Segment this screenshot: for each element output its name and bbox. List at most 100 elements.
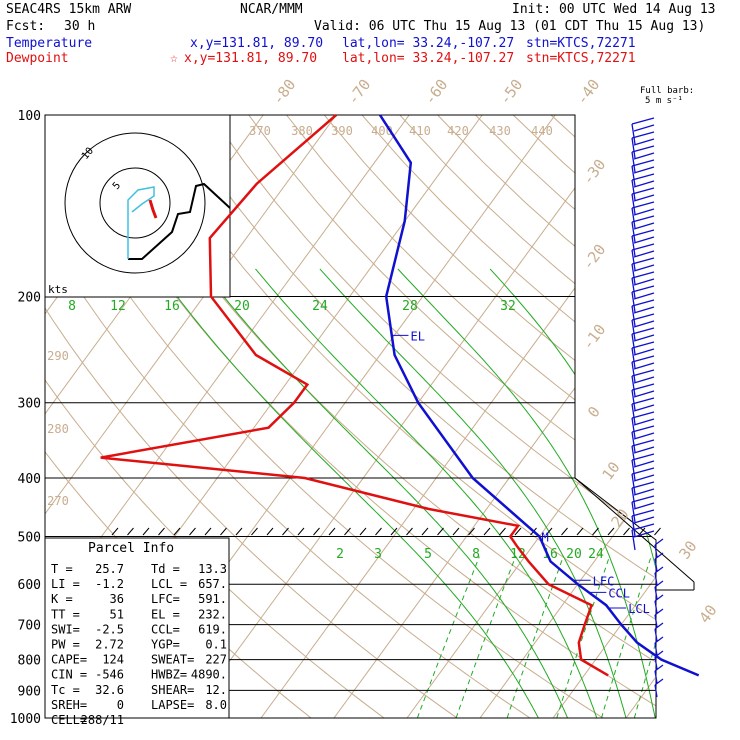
moist-adiabat — [201, 268, 569, 718]
parcel-param-value: 51 — [110, 607, 124, 621]
isotherm-line — [552, 115, 656, 718]
wind-barb-flag — [633, 194, 655, 202]
wind-barb-flag — [654, 608, 664, 616]
parcel-info-box — [44, 537, 230, 719]
dry-adiabat — [512, 115, 656, 718]
isotherm-label: 10 — [598, 458, 623, 483]
dry-adiabat — [134, 115, 656, 718]
hatch-mark — [452, 527, 460, 536]
wind-barb-shaft — [631, 193, 636, 215]
wind-barb-flag — [633, 306, 655, 314]
wind-barb-shaft — [631, 515, 636, 537]
mixing-ratio-label: 2 — [336, 547, 344, 562]
theta-label: 430 — [489, 124, 511, 138]
hatch-mark — [266, 527, 274, 536]
isotherm-label: -50 — [496, 76, 527, 108]
valid-time: Valid: 06 UTC Thu 15 Aug 13 (01 CDT Thu … — [314, 19, 706, 34]
hatch-mark — [561, 527, 568, 536]
kts-label: kts — [48, 283, 68, 296]
isotherm-line — [406, 115, 656, 718]
dry-adiabat — [45, 115, 531, 718]
hatch-mark — [282, 527, 289, 536]
wind-barb-flag — [631, 341, 655, 349]
hatch-mark — [173, 527, 181, 536]
pressure-tick-label: 300 — [18, 397, 41, 412]
level-label-ccl: CCL — [608, 586, 630, 600]
wind-barb-flag — [633, 138, 655, 146]
pressure-tick-label: 400 — [18, 472, 41, 487]
isotherm-label: -20 — [579, 241, 610, 273]
hatch-mark — [251, 527, 258, 536]
mixing-ratio-line — [455, 556, 516, 718]
wind-barb-shaft — [631, 277, 636, 299]
parcel-param-value: 32.6 — [95, 683, 124, 697]
wind-barb-flag — [631, 327, 655, 335]
pressure-tick-label: 900 — [18, 684, 41, 699]
wind-barb-flag — [654, 594, 664, 602]
level-label-lcl: LCL — [628, 602, 650, 616]
wind-barb-flag — [631, 523, 655, 531]
wind-barb-flag — [633, 152, 655, 160]
parcel-param-name: LAPSE= — [151, 698, 194, 712]
wind-barb-flag — [633, 124, 655, 132]
hatch-mark — [437, 527, 444, 536]
dry-adiabat — [45, 115, 458, 718]
wind-barb-flag — [631, 229, 655, 237]
wind-barb-flag — [631, 369, 655, 377]
wind-barb-shaft — [631, 165, 636, 187]
parcel-param-value: 591. — [198, 592, 227, 606]
hatch-mark — [468, 527, 475, 536]
parcel-param-name: Td = — [151, 562, 180, 576]
wind-barb-shaft — [631, 305, 636, 327]
dry-adiabat — [45, 115, 604, 718]
dew-latlon: lat,lon= 33.24,-107.27 — [342, 51, 515, 66]
barb-note-line1: Full barb: — [640, 86, 695, 96]
isotherm-line — [699, 115, 740, 718]
pressure-tick-label: 800 — [18, 654, 41, 669]
hodograph-ring-label: 5 — [111, 180, 123, 192]
isotherm-label: -30 — [579, 156, 610, 188]
wind-barb-flag — [654, 552, 664, 560]
wind-barb-flag — [633, 432, 655, 440]
parcel-param-name: CIN = — [51, 668, 87, 682]
dry-adiabat — [664, 115, 740, 718]
isotherm-label: -70 — [344, 76, 375, 108]
theta-label: 420 — [447, 124, 469, 138]
wind-barb-shaft — [631, 179, 636, 201]
wind-barb-flag — [631, 187, 655, 195]
wind-barb-flag — [633, 516, 655, 524]
wind-barb-shaft — [631, 123, 636, 145]
parcel-param-name: Tc = — [51, 683, 80, 697]
wind-barb-flag — [631, 271, 655, 279]
wind-barb-flag — [633, 208, 655, 216]
isotherm-line — [45, 115, 337, 718]
model-title: SEAC4RS 15km ARW — [6, 2, 132, 17]
barb-note-line2: 5 m s⁻¹ — [645, 96, 683, 106]
mixing-ratio-label: 3 — [374, 547, 382, 562]
moist-adiabat-label: 24 — [312, 299, 328, 314]
parcel-param-value: 13.3 — [198, 562, 227, 576]
wind-barb-flag — [631, 509, 655, 517]
parcel-param-value: -1.2 — [95, 577, 124, 591]
level-label-lfc: LFC — [593, 574, 615, 588]
wind-barb-shaft — [631, 235, 636, 257]
wind-barb-shaft — [631, 529, 636, 551]
wind-barb-shaft — [631, 417, 636, 439]
wind-barb-shaft — [631, 375, 636, 397]
wind-barb-shaft — [631, 445, 636, 467]
isotherm-line — [187, 115, 629, 718]
isotherm-label: -80 — [269, 76, 300, 108]
hatch-mark — [142, 527, 150, 536]
wind-barb-flag — [654, 650, 664, 658]
org-label: NCAR/MMM — [240, 2, 303, 17]
mixing-ratio-label: 24 — [588, 547, 604, 562]
wind-barb-flag — [631, 299, 655, 307]
dew-stn: stn=KTCS,72271 — [526, 51, 636, 66]
parcel-param-name: LI = — [51, 577, 80, 591]
wind-barb-shaft — [654, 544, 658, 558]
wind-barb-flag — [633, 236, 655, 244]
wind-barb-flag — [631, 481, 655, 489]
temp-xy: x,y=131.81, 89.70 — [190, 36, 324, 51]
wind-barb-flag — [654, 580, 664, 588]
moist-adiabat-label: 12 — [110, 299, 126, 314]
